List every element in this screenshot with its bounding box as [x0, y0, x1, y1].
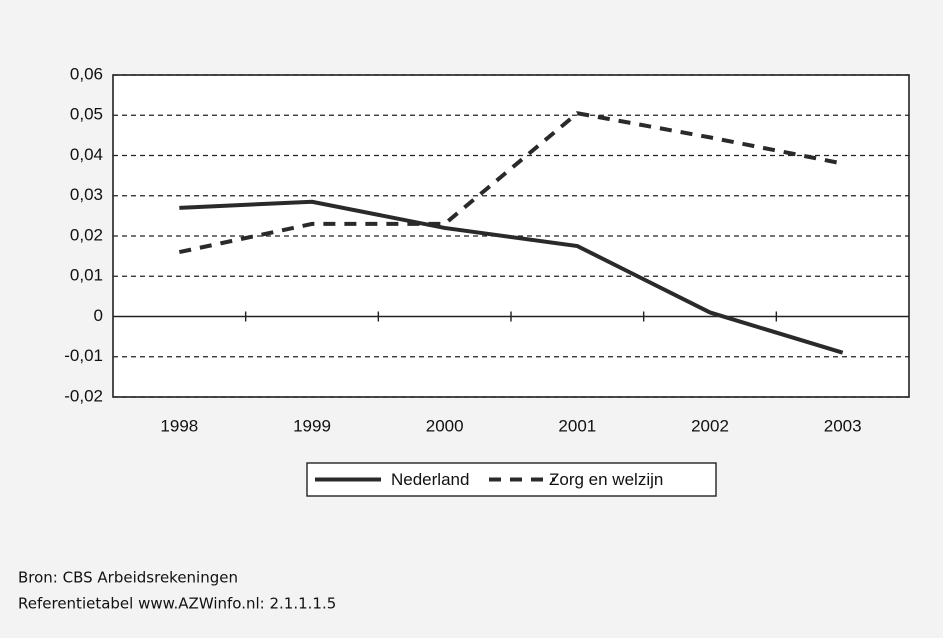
source-line: Bron: CBS Arbeidsrekeningen — [18, 569, 238, 587]
y-tick-label: 0,02 — [70, 225, 103, 244]
x-tick-label: 1998 — [160, 416, 198, 435]
legend-label: Zorg en welzijn — [549, 470, 663, 489]
plot-frame — [112, 74, 910, 398]
x-tick-label: 2000 — [426, 416, 464, 435]
x-tick-label: 1999 — [293, 416, 331, 435]
y-tick-label: 0,03 — [70, 185, 103, 204]
y-tick-label: 0,01 — [70, 266, 103, 285]
legend-label: Nederland — [391, 470, 469, 489]
series-line — [178, 111, 844, 255]
x-tick-label: 2003 — [824, 416, 862, 435]
y-tick-label: 0 — [94, 306, 103, 325]
y-tick-label: 0,05 — [70, 105, 103, 124]
source-line: Referentietabel www.AZWinfo.nl: 2.1.1.1.… — [18, 595, 336, 613]
y-tick-label: -0,02 — [64, 386, 103, 405]
y-tick-label: -0,01 — [64, 346, 103, 365]
x-tick-label: 2002 — [691, 416, 729, 435]
x-tick-label: 2001 — [558, 416, 596, 435]
y-tick-label: 0,06 — [70, 64, 103, 83]
y-tick-label: 0,04 — [70, 145, 103, 164]
series-line — [179, 199, 844, 355]
